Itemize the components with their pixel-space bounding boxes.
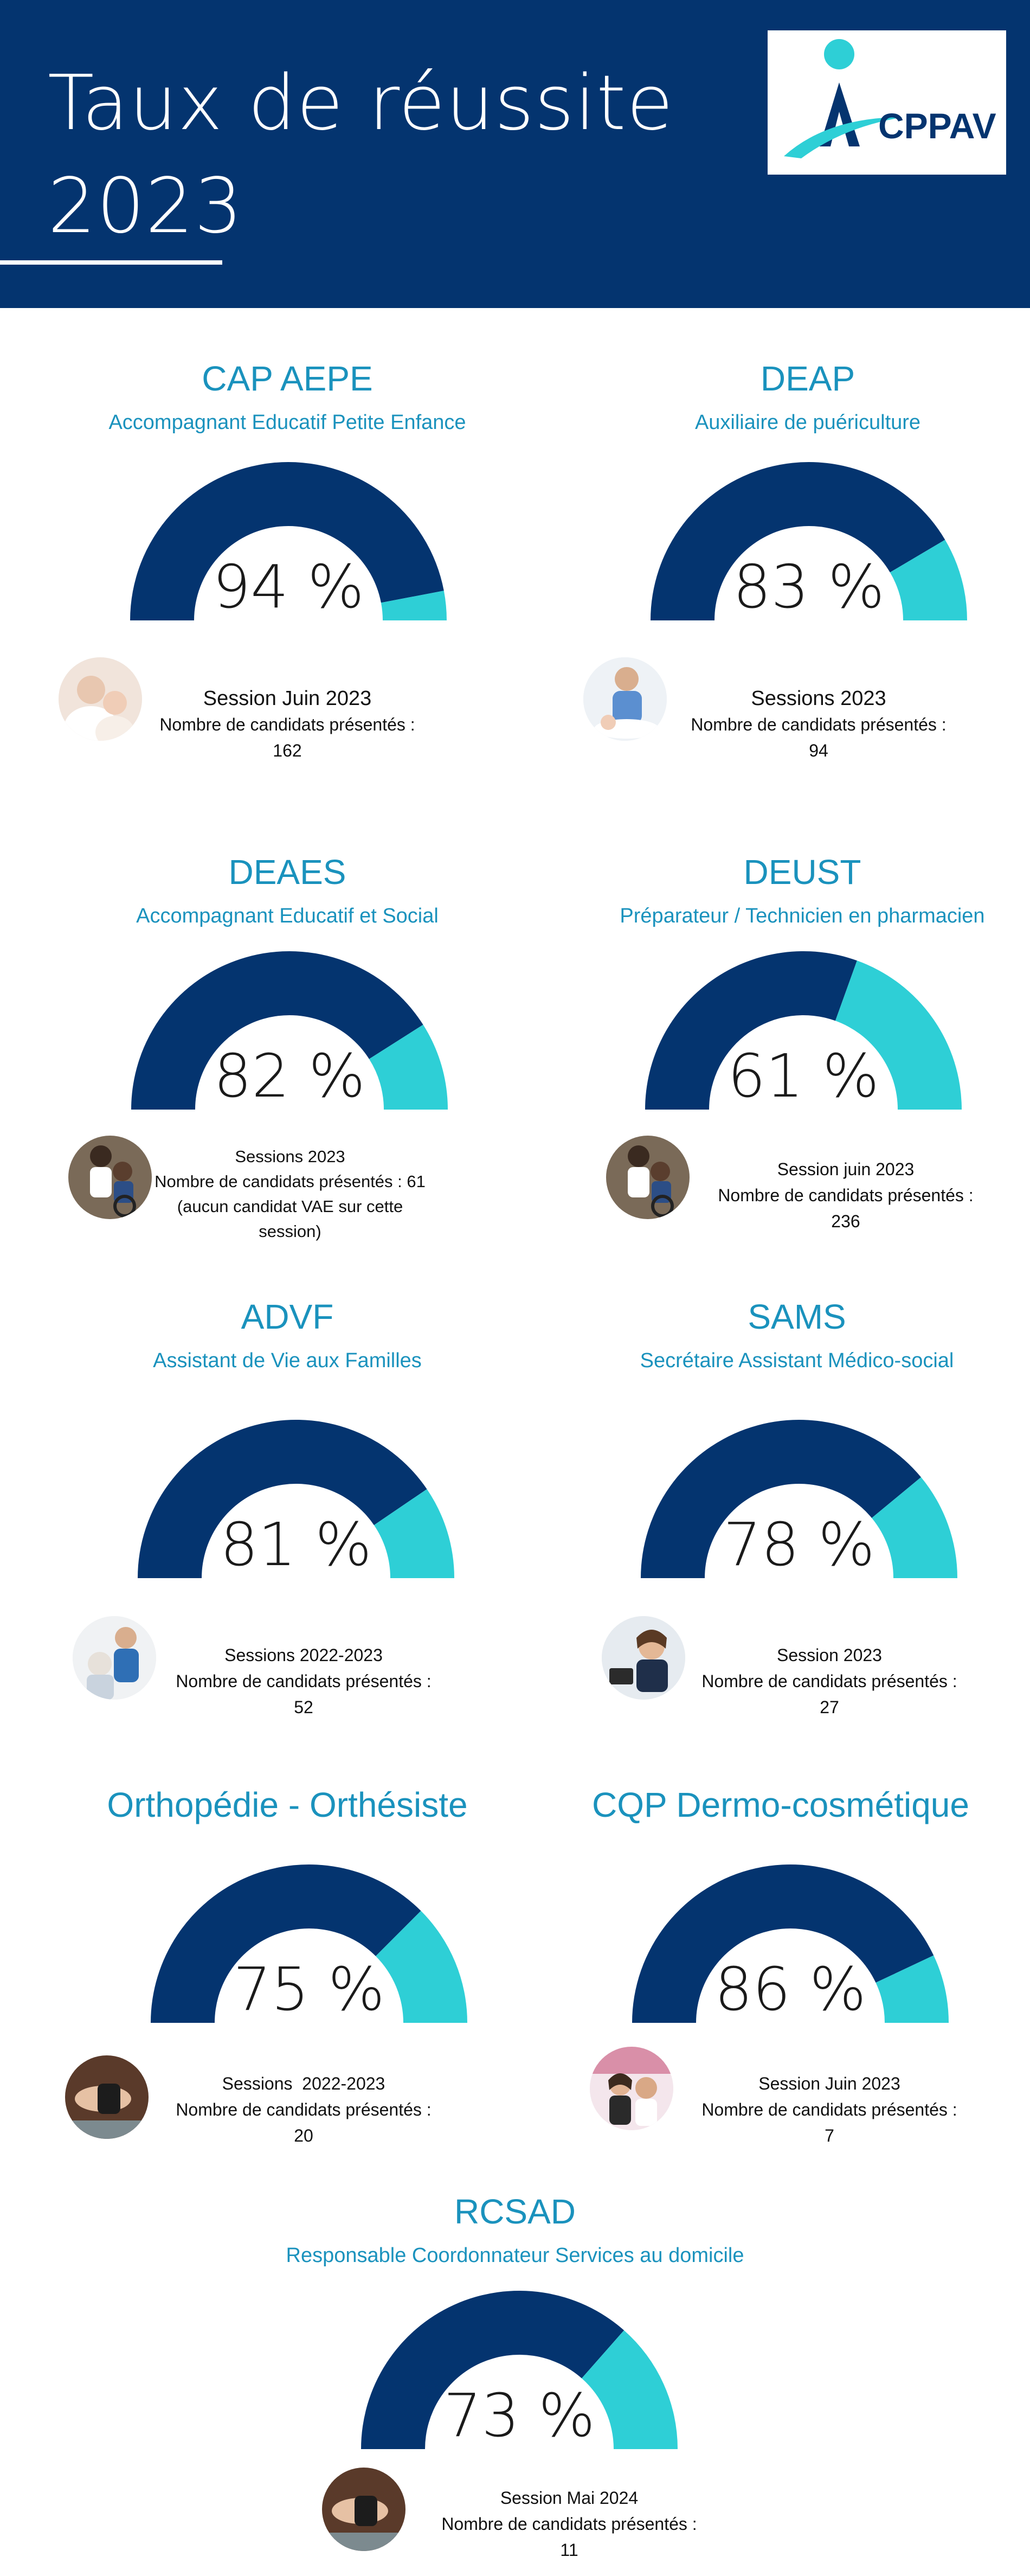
card-subtitle: Secrétaire Assistant Médico-social <box>640 1349 954 1372</box>
caregiver-wheelchair-photo <box>68 1136 152 1219</box>
gauge-chart: 94 % <box>126 458 451 626</box>
orthosis-photo <box>65 2055 149 2139</box>
gauge-value-label: 61 % <box>728 1041 879 1111</box>
gauge-chart: 83 % <box>646 458 971 626</box>
session-info: Session 2023 Nombre de candidats présent… <box>701 1645 957 1717</box>
gauge-value-label: 78 % <box>723 1510 875 1579</box>
gauge-filled-arc <box>651 462 945 620</box>
gauge-remaining-arc <box>376 1911 467 2023</box>
gauge-filled-arc <box>151 1864 421 2023</box>
title-underline <box>0 260 222 265</box>
gauge-svg <box>651 462 967 620</box>
gauge-filled-arc <box>138 1420 427 1578</box>
orthosis-photo <box>322 2468 405 2551</box>
session-info: Sessions 2023 Nombre de candidats présen… <box>154 1147 426 1241</box>
card-title: DEUST <box>743 853 861 892</box>
session-info: Sessions 2023 Nombre de candidats présen… <box>691 687 947 760</box>
gauge-value-label: 82 % <box>214 1041 365 1111</box>
logo: CPPAV <box>768 30 1006 175</box>
gauge-filled-arc <box>131 951 423 1110</box>
caregiver-wheelchair-photo <box>606 1136 690 1219</box>
card-title: CQP Dermo-cosmétique <box>592 1785 969 1824</box>
gauge-svg <box>130 462 447 620</box>
medical-secretary-photo <box>602 1616 685 1700</box>
gauge-remaining-arc <box>369 1024 448 1110</box>
gauge-value-label: 73 % <box>443 2381 595 2450</box>
gauge-value-label: 75 % <box>233 1955 385 2024</box>
gauge-card-deaes: DEAES Accompagnant Educatif et Social 82… <box>68 851 482 1264</box>
card-subtitle: Auxiliaire de puériculture <box>694 411 921 434</box>
gauge-remaining-arc <box>381 591 447 620</box>
gauge-svg <box>632 1864 949 2023</box>
gauge-card-deap: DEAP Auxiliaire de puériculture 83 % Ses… <box>583 358 1003 770</box>
card-subtitle: Préparateur / Technicien en pharmacien <box>620 905 985 927</box>
nurse-baby-photo <box>583 657 667 741</box>
gauge-value-label: 83 % <box>733 552 885 621</box>
card-title: DEAP <box>760 359 855 398</box>
logo-text: CPPAV <box>878 106 996 146</box>
gauge-card-orthopedie: Orthopédie - Orthésiste 75 % Sessions 20… <box>65 1784 482 2196</box>
card-subtitle: Assistant de Vie aux Familles <box>153 1349 422 1372</box>
gauge-svg <box>138 1420 454 1578</box>
gauge-svg <box>645 951 962 1110</box>
page-title: Taux de réussite 2023 <box>48 52 674 258</box>
gauge-card-rcsad: RCSAD Responsable Coordonnateur Services… <box>244 2191 786 2571</box>
card-title: Orthopédie - Orthésiste <box>107 1785 468 1824</box>
page-title-line1: Taux de réussite <box>48 59 674 148</box>
card-subtitle: Accompagnant Educatif Petite Enfance <box>108 411 466 434</box>
card-title: CAP AEPE <box>202 359 373 398</box>
pharmacy-advisor-photo <box>590 2047 673 2130</box>
gauge-chart: 61 % <box>641 947 966 1115</box>
card-title: DEAES <box>228 853 346 892</box>
session-info: Session Juin 2023 Nombre de candidats pr… <box>159 687 415 760</box>
page-title-line2: 2023 <box>48 162 243 251</box>
card-subtitle: Accompagnant Educatif et Social <box>136 905 439 927</box>
session-info: Sessions 2022-2023 Nombre de candidats p… <box>176 1645 432 1717</box>
gauge-remaining-arc <box>890 540 967 620</box>
card-title: RCSAD <box>454 2192 576 2231</box>
care-assistant-photo <box>73 1616 156 1700</box>
gauge-chart: 86 % <box>628 1860 953 2028</box>
gauge-remaining-arc <box>582 2330 678 2449</box>
gauge-remaining-arc <box>872 1477 957 1578</box>
gauge-card-cqp-dermo: CQP Dermo-cosmétique 86 % Session Juin 2… <box>580 1784 981 2196</box>
gauge-value-label: 81 % <box>220 1510 372 1579</box>
gauge-svg <box>151 1864 467 2023</box>
card-subtitle: Responsable Coordonnateur Services au do… <box>286 2244 744 2267</box>
mother-baby-photo <box>59 657 142 741</box>
gauge-card-advf: ADVF Assistant de Vie aux Familles 81 % … <box>73 1296 482 1717</box>
gauge-chart: 81 % <box>133 1415 459 1584</box>
gauge-chart: 82 % <box>127 947 452 1115</box>
card-title: SAMS <box>748 1297 846 1336</box>
gauge-svg <box>361 2291 678 2449</box>
logo-mark-icon <box>784 39 903 158</box>
gauge-card-sams: SAMS Secrétaire Assistant Médico-social … <box>602 1296 992 1717</box>
gauge-value-label: 94 % <box>213 552 364 621</box>
gauge-filled-arc <box>632 1864 934 2023</box>
session-info: Session juin 2023 Nombre de candidats pr… <box>718 1159 974 1231</box>
session-info: Session Juin 2023 Nombre de candidats pr… <box>701 2074 957 2145</box>
gauge-remaining-arc <box>835 960 962 1110</box>
gauge-chart: 78 % <box>636 1415 962 1584</box>
session-info: Sessions 2022-2023 Nombre de candidats p… <box>176 2074 432 2145</box>
gauge-svg <box>641 1420 957 1578</box>
gauge-card-cap-aepe: CAP AEPE Accompagnant Educatif Petite En… <box>59 358 482 770</box>
gauge-filled-arc <box>130 462 444 620</box>
gauge-filled-arc <box>361 2291 625 2449</box>
card-title: ADVF <box>241 1297 334 1336</box>
session-info: Session Mai 2024 Nombre de candidats pré… <box>441 2488 697 2560</box>
gauge-filled-arc <box>641 1420 921 1578</box>
header-banner: Taux de réussite 2023 CPPAV <box>0 0 1030 308</box>
gauge-svg <box>131 951 448 1110</box>
gauge-remaining-arc <box>374 1489 454 1578</box>
gauge-chart: 73 % <box>357 2286 682 2455</box>
gauge-chart: 75 % <box>146 1860 472 2028</box>
gauge-card-deust: DEUST Préparateur / Technicien en pharma… <box>602 851 1003 1264</box>
gauge-filled-arc <box>645 951 857 1110</box>
gauge-value-label: 86 % <box>714 1955 866 2024</box>
gauge-remaining-arc <box>876 1955 949 2023</box>
